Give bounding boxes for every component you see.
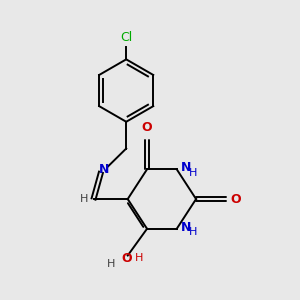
Text: H: H xyxy=(107,260,116,269)
Text: Cl: Cl xyxy=(120,32,132,44)
Text: O: O xyxy=(230,193,241,206)
Text: N: N xyxy=(181,161,192,174)
Text: H: H xyxy=(189,168,198,178)
Text: N: N xyxy=(99,163,109,176)
Text: N: N xyxy=(181,221,192,234)
Text: H: H xyxy=(189,227,198,237)
Text: H: H xyxy=(135,254,143,263)
Text: O: O xyxy=(121,252,131,265)
Text: O: O xyxy=(142,121,152,134)
Text: H: H xyxy=(80,194,88,204)
